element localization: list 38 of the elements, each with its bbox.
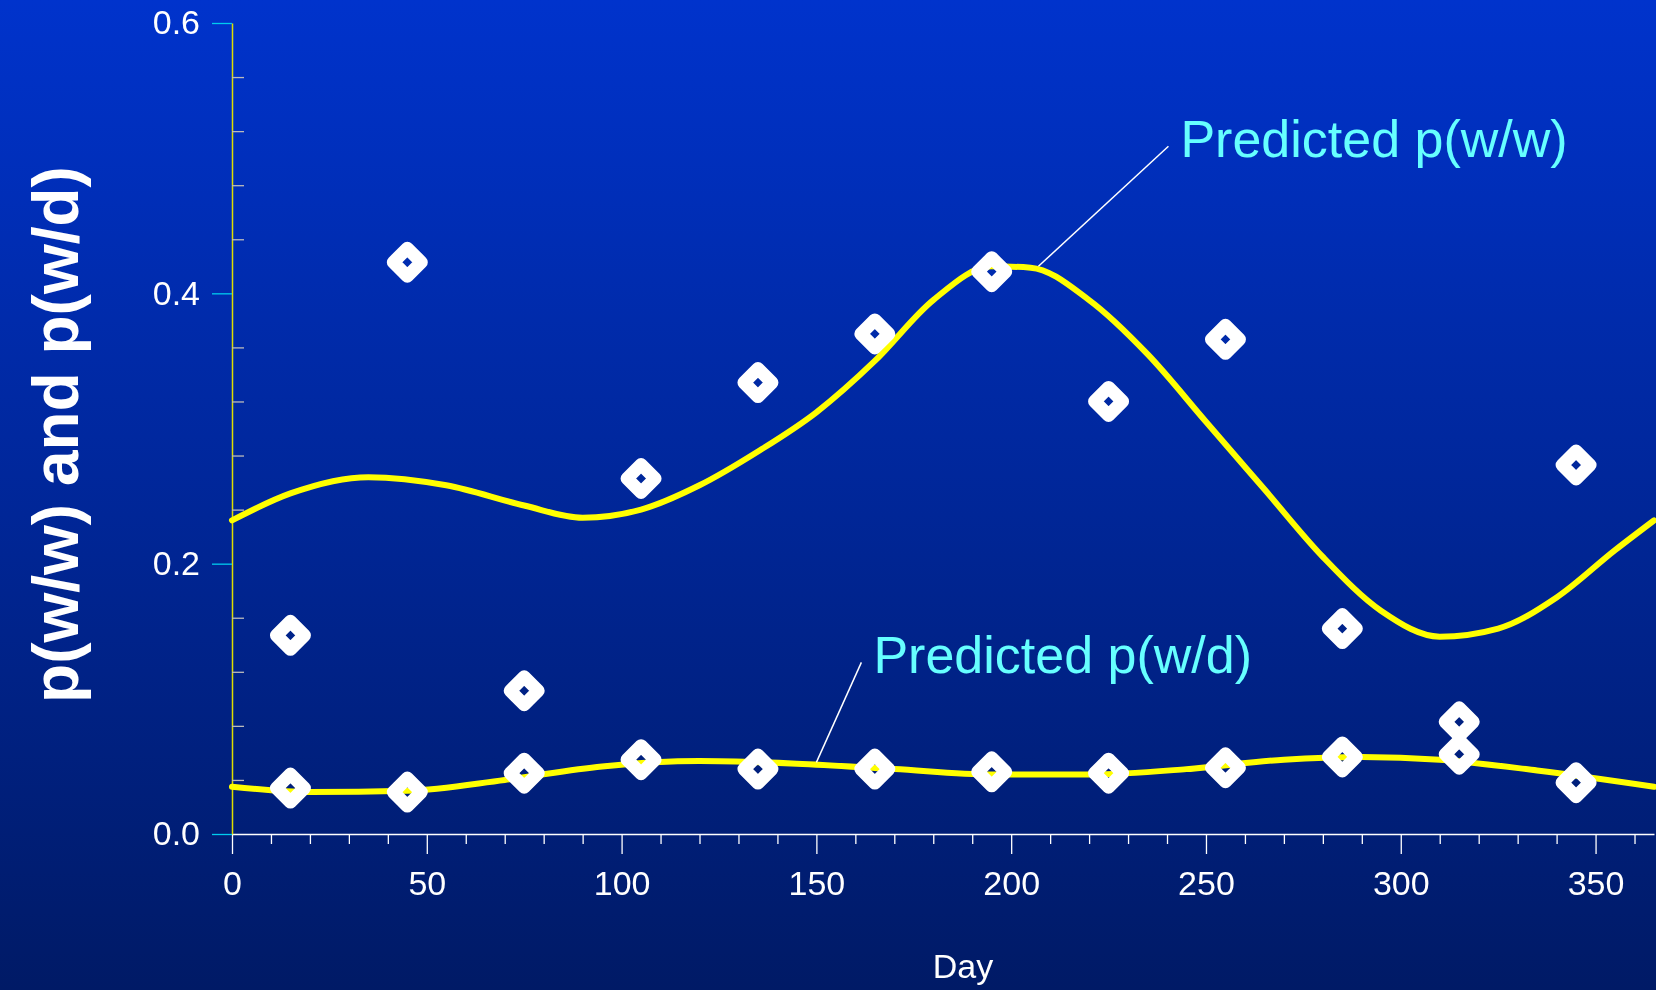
point xyxy=(971,251,1013,293)
point xyxy=(386,771,428,813)
y-axis-title: p(w/w) and p(w/d) xyxy=(20,166,92,703)
x-axis-title: Day xyxy=(932,947,994,985)
y-tick-label: 0.0 xyxy=(152,814,200,853)
x-tick-label: 50 xyxy=(408,864,447,903)
point xyxy=(1555,444,1597,486)
y-tick-label: 0.4 xyxy=(152,273,200,312)
y-tick-label: 0.2 xyxy=(152,544,200,583)
y-tick-label: 0.6 xyxy=(152,3,200,42)
point xyxy=(854,313,896,355)
point xyxy=(854,748,896,790)
point xyxy=(737,748,779,790)
point xyxy=(620,458,662,500)
point xyxy=(1088,380,1130,422)
point xyxy=(1321,608,1363,650)
point xyxy=(503,752,545,794)
annotation: Predicted p(w/d) xyxy=(873,625,1252,684)
point xyxy=(620,739,662,781)
x-tick-label: 350 xyxy=(1567,864,1625,903)
point xyxy=(1555,762,1597,804)
point xyxy=(1204,747,1246,789)
x-tick-label: 200 xyxy=(983,864,1041,903)
point xyxy=(1204,318,1246,360)
point xyxy=(737,362,779,404)
x-tick-label: 0 xyxy=(223,864,242,903)
point xyxy=(386,241,428,283)
point xyxy=(269,767,311,809)
point xyxy=(503,670,545,712)
point xyxy=(1321,736,1363,778)
annotation: Predicted p(w/w) xyxy=(1180,109,1568,168)
x-tick-label: 250 xyxy=(1178,864,1235,903)
x-tick-label: 300 xyxy=(1372,864,1430,903)
point xyxy=(1088,752,1130,794)
x-tick-label: 150 xyxy=(788,864,846,903)
point xyxy=(269,614,311,656)
point xyxy=(971,751,1013,793)
x-tick-label: 100 xyxy=(593,864,651,903)
